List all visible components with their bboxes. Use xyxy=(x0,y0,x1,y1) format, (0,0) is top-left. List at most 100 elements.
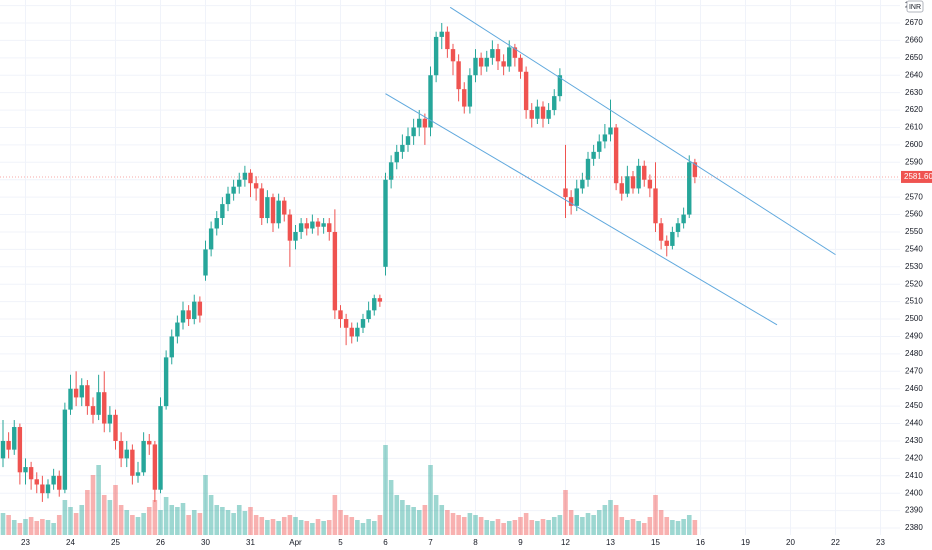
volume-bar xyxy=(518,517,523,535)
y-tick-label: 2420 xyxy=(905,453,923,462)
candle-body xyxy=(338,310,343,320)
candle-body xyxy=(568,197,574,206)
candle-body xyxy=(658,223,664,241)
volume-bar xyxy=(186,515,191,535)
last-price-label: 2581.60 xyxy=(904,172,932,181)
candle-body xyxy=(495,49,501,62)
volume-bar xyxy=(220,507,225,535)
volume-bar xyxy=(484,520,490,535)
y-tick-label: 2530 xyxy=(905,262,923,271)
candle-body xyxy=(507,47,512,67)
y-tick-label: 2520 xyxy=(905,279,923,288)
candle-body xyxy=(90,406,96,415)
volume-bar xyxy=(343,515,349,535)
volume-bar xyxy=(641,523,647,535)
candle-body xyxy=(17,427,23,473)
volume-bar xyxy=(90,475,96,535)
y-tick-label: 2510 xyxy=(905,297,923,306)
candle-body xyxy=(152,444,158,490)
candle-body xyxy=(214,218,219,229)
candle-body xyxy=(225,193,231,205)
volume-bar xyxy=(681,519,686,535)
candle-body xyxy=(400,144,405,152)
volume-bar xyxy=(428,465,433,535)
y-tick-label: 2390 xyxy=(905,506,923,515)
candle-body xyxy=(12,427,17,450)
candle-body xyxy=(28,467,34,480)
volume-bar xyxy=(355,520,360,535)
candle-body xyxy=(102,392,107,424)
volume-bar xyxy=(658,510,664,535)
y-tick-label: 2450 xyxy=(905,401,923,410)
volume-bar xyxy=(6,515,11,535)
volume-bar xyxy=(11,520,17,535)
currency-label: INR xyxy=(909,4,921,11)
candle-body xyxy=(327,223,332,232)
candle-body xyxy=(585,158,591,180)
volume-bar xyxy=(298,520,304,535)
y-tick-label: 2670 xyxy=(905,18,923,27)
volume-bar xyxy=(214,505,220,535)
candle-body xyxy=(523,71,529,111)
candle-body xyxy=(450,49,456,62)
volume-bar xyxy=(540,519,546,535)
volume-bar xyxy=(281,517,287,535)
volume-bar xyxy=(310,523,315,535)
x-tick-label: 5 xyxy=(338,538,343,547)
volume-bar xyxy=(163,497,169,535)
candle-body xyxy=(321,223,326,227)
candle-body xyxy=(478,57,484,67)
volume-bar xyxy=(242,511,248,535)
volume-bar xyxy=(349,517,355,535)
volume-bar xyxy=(473,515,478,535)
y-tick-label: 2610 xyxy=(905,123,923,132)
candle-body xyxy=(675,223,681,232)
candle-body xyxy=(377,298,383,302)
volume-bar xyxy=(445,510,450,535)
volume-bar xyxy=(135,517,141,535)
candle-body xyxy=(388,162,394,180)
candle-body xyxy=(85,385,90,407)
volume-bar xyxy=(596,510,602,535)
volume-bar xyxy=(34,521,40,535)
volume-bar xyxy=(0,513,6,535)
volume-bar xyxy=(400,500,405,535)
volume-bar xyxy=(265,520,270,535)
volume-bar xyxy=(495,519,501,535)
candle-body xyxy=(118,440,124,459)
candle-body xyxy=(130,449,135,476)
volume-bar xyxy=(568,510,574,535)
volume-bar xyxy=(270,519,276,535)
candle-body xyxy=(51,475,56,485)
y-tick-label: 2640 xyxy=(905,70,923,79)
candle-body xyxy=(265,197,270,219)
y-tick-label: 2540 xyxy=(905,244,923,253)
volume-bar xyxy=(23,519,28,535)
candle-body xyxy=(535,106,540,119)
candle-body xyxy=(625,176,630,194)
y-tick-label: 2550 xyxy=(905,227,923,236)
candle-body xyxy=(428,75,433,128)
candle-body xyxy=(175,322,180,337)
volume-bar xyxy=(377,515,383,535)
candle-body xyxy=(242,172,248,180)
candle-body xyxy=(124,449,129,459)
candle-body xyxy=(248,172,253,184)
candle-body xyxy=(642,165,647,180)
volume-bar xyxy=(225,510,231,535)
candle-body xyxy=(445,31,450,50)
volume-bar xyxy=(118,505,124,535)
candle-body xyxy=(62,409,68,490)
y-tick-label: 2560 xyxy=(905,210,923,219)
x-tick-label: 6 xyxy=(383,538,388,547)
candle-body xyxy=(220,204,225,219)
candle-body xyxy=(237,179,242,187)
volume-bar xyxy=(175,507,180,535)
volume-bar xyxy=(62,500,68,535)
y-tick-label: 2500 xyxy=(905,314,923,323)
volume-bar xyxy=(557,515,563,535)
candle-body xyxy=(417,118,422,128)
volume-bar xyxy=(630,519,636,535)
y-tick-label: 2430 xyxy=(905,436,923,445)
